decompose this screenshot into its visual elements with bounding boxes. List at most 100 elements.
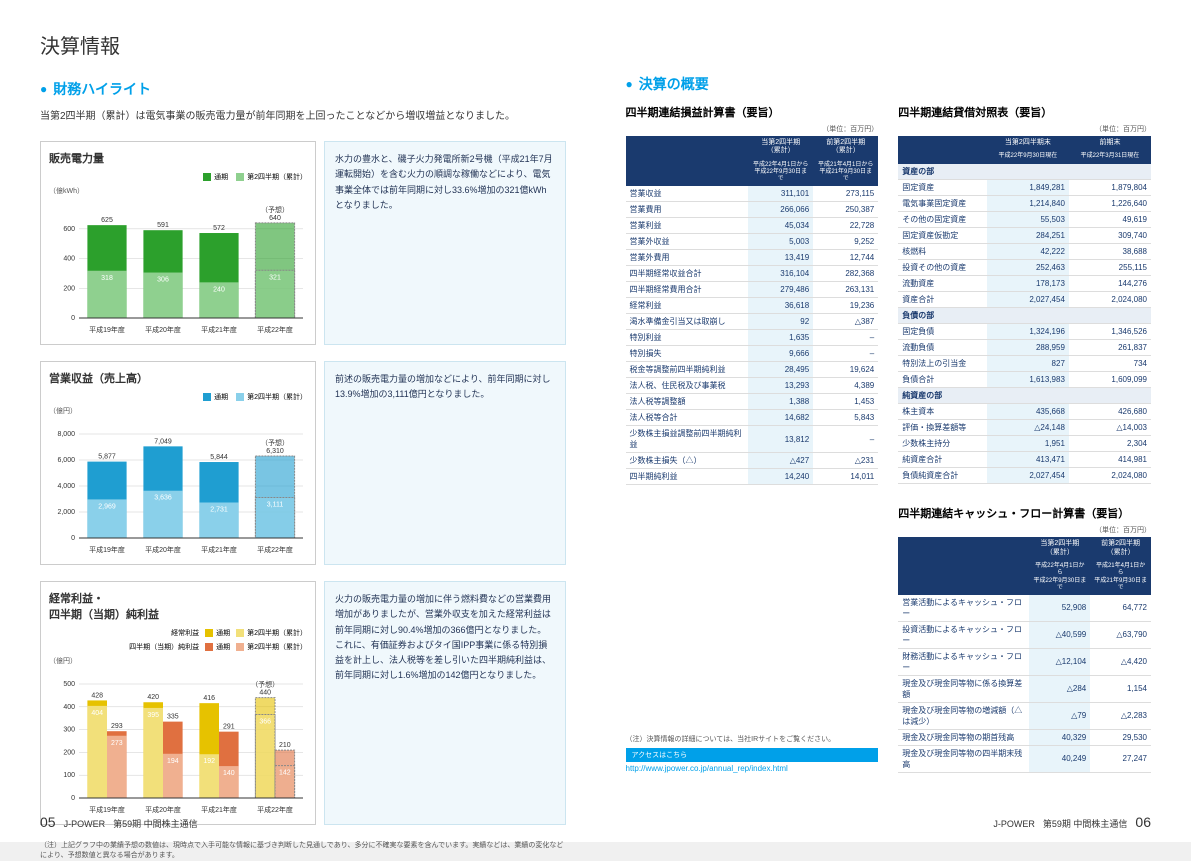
table-row: 法人税、住民税及び事業税13,2934,389 (626, 378, 879, 394)
svg-text:500: 500 (63, 681, 75, 688)
svg-text:平成19年度: 平成19年度 (89, 545, 125, 554)
bs-col: 四半期連結貸借対照表（要旨） （単位：百万円） 当第2四半期末前期末 平成22年… (898, 104, 1151, 485)
table-row: 負債純資産合計2,027,4542,024,080 (898, 467, 1151, 483)
svg-text:7,049: 7,049 (154, 438, 172, 445)
svg-text:321: 321 (269, 274, 281, 281)
table-row: 営業外収益5,0039,252 (626, 234, 879, 250)
cf-note: （注）決算情報の詳細については、当社IRサイトをご覧ください。 (626, 734, 879, 744)
svg-text:140: 140 (223, 770, 235, 777)
svg-text:625: 625 (101, 217, 113, 224)
svg-text:0: 0 (71, 535, 75, 542)
svg-text:0: 0 (71, 315, 75, 322)
page-left: 決算情報 財務ハイライト 当第2四半期（累計）は電気事業の販売電力量が前年同期を… (0, 0, 596, 842)
page-right: 決算の概要 四半期連結損益計算書（要旨） （単位：百万円） 当第2四半期（累計）… (596, 0, 1191, 842)
table-row: 特別利益1,635– (626, 330, 879, 346)
table-row: 投資活動によるキャッシュ・フロー△40,599△63,790 (898, 621, 1151, 648)
svg-text:600: 600 (63, 226, 75, 233)
svg-text:3,636: 3,636 (154, 495, 172, 502)
svg-text:210: 210 (279, 742, 291, 749)
cf-table: 当第2四半期（累計）前第2四半期（累計） 平成22年4月1日から平成22年9月3… (898, 537, 1151, 773)
table-row: 四半期経常費用合計279,486263,131 (626, 282, 879, 298)
svg-text:2,000: 2,000 (57, 509, 75, 516)
svg-text:200: 200 (63, 285, 75, 292)
table-row: 固定負債1,324,1961,346,526 (898, 323, 1151, 339)
intro-text: 当第2四半期（累計）は電気事業の販売電力量が前年同期を上回ったことなどから増収増… (40, 109, 566, 125)
page-number-right: 06 (1135, 814, 1151, 830)
pl-col: 四半期連結損益計算書（要旨） （単位：百万円） 当第2四半期（累計）前第2四半期… (626, 104, 879, 485)
table-row: 渇水準備金引当又は取崩し92△387 (626, 314, 879, 330)
table-row: 核燃料42,22238,688 (898, 243, 1151, 259)
svg-text:平成21年度: 平成21年度 (201, 545, 237, 554)
pl-table: 当第2四半期（累計）前第2四半期（累計） 平成22年4月1日から平成22年9月3… (626, 136, 879, 485)
chart-desc: 水力の豊水と、磯子火力発電所新2号機（平成21年7月運転開始）を含む火力の順調な… (324, 141, 566, 345)
page-number-left: 05 (40, 814, 56, 830)
svg-text:（予想）: （予想） (261, 438, 289, 447)
chart-box: 営業収益（売上高） 通期第2四半期（累計） （億円） 02,0004,0006,… (40, 361, 316, 565)
svg-text:平成19年度: 平成19年度 (89, 325, 125, 334)
access-button[interactable]: アクセスはこちら (626, 748, 879, 762)
svg-text:100: 100 (63, 772, 75, 779)
chart2-block: 営業収益（売上高） 通期第2四半期（累計） （億円） 02,0004,0006,… (40, 361, 566, 565)
section-heading-right: 決算の概要 (626, 74, 1152, 94)
pl-unit: （単位：百万円） (626, 124, 879, 134)
legend-item: 通期 (203, 392, 228, 402)
table-row: 現金及び現金同等物の増減額（△は減少）△79△2,283 (898, 702, 1151, 729)
svg-text:8,000: 8,000 (57, 431, 75, 438)
chart-title: 販売電力量 (49, 150, 307, 166)
svg-text:306: 306 (157, 277, 169, 284)
spread: 決算情報 財務ハイライト 当第2四半期（累計）は電気事業の販売電力量が前年同期を… (0, 0, 1191, 842)
table-row: 現金及び現金同等物の期首残高40,32929,530 (898, 729, 1151, 745)
table-row: 四半期経常収益合計316,104282,368 (626, 266, 879, 282)
table-row: 営業利益45,03422,728 (626, 218, 879, 234)
table-row: 財務活動によるキャッシュ・フロー△12,104△4,420 (898, 648, 1151, 675)
cf-title: 四半期連結キャッシュ・フロー計算書（要旨） (898, 505, 1151, 521)
svg-text:（予想）: （予想） (251, 680, 279, 689)
table-row: 評価・換算差額等△24,148△14,003 (898, 419, 1151, 435)
footer-text: 第59期 中間株主通信 (113, 817, 198, 830)
bs-unit: （単位：百万円） (898, 124, 1151, 134)
svg-text:572: 572 (213, 225, 225, 232)
table-row: 税金等調整前四半期純利益28,49519,624 (626, 362, 879, 378)
table-row: 特別法上の引当金827734 (898, 355, 1151, 371)
chart-title: 営業収益（売上高） (49, 370, 307, 386)
chart-footnote: （注）上記グラフ中の業績予想の数値は、現時点で入手可能な情報に基づき判断した見通… (40, 841, 566, 861)
table-row: 営業外費用13,41912,744 (626, 250, 879, 266)
table-row: その他の固定資産55,50349,619 (898, 211, 1151, 227)
cf-row: （注）決算情報の詳細については、当社IRサイトをご覧ください。 アクセスはこちら… (626, 505, 1152, 773)
svg-text:5,844: 5,844 (210, 454, 228, 461)
table-row: 四半期純利益14,24014,011 (626, 469, 879, 485)
chart-svg: 02,0004,0006,0008,0005,8772,9697,0493,63… (49, 416, 309, 556)
svg-text:平成19年度: 平成19年度 (89, 805, 125, 814)
svg-text:平成20年度: 平成20年度 (145, 325, 181, 334)
table-row: 少数株主損益調整前四半期純利益13,812– (626, 426, 879, 453)
svg-text:400: 400 (63, 704, 75, 711)
table-row: 少数株主持分1,9512,304 (898, 435, 1151, 451)
svg-text:2,731: 2,731 (210, 506, 228, 513)
table-row: 投資その他の資産252,463255,115 (898, 259, 1151, 275)
table-row: 流動負債288,959261,837 (898, 339, 1151, 355)
pl-bs-row: 四半期連結損益計算書（要旨） （単位：百万円） 当第2四半期（累計）前第2四半期… (626, 104, 1152, 485)
legend: 経常利益通期第2四半期（累計）四半期（当期）純利益通期第2四半期（累計） (49, 628, 307, 652)
bs-table: 当第2四半期末前期末 平成22年9月30日現在平成22年3月31日現在資産の部固… (898, 136, 1151, 484)
table-row: 純資産合計413,471414,981 (898, 451, 1151, 467)
ir-url-link[interactable]: http://www.jpower.co.jp/annual_rep/index… (626, 764, 879, 773)
footer-right: J-POWER 第59期 中間株主通信 06 (993, 814, 1151, 830)
svg-text:（予想）: （予想） (261, 205, 289, 214)
svg-text:2,969: 2,969 (98, 503, 116, 510)
table-row: 現金及び現金同等物に係る換算差額△2841,154 (898, 675, 1151, 702)
table-row: 固定資産仮勘定284,251309,740 (898, 227, 1151, 243)
bs-title: 四半期連結貸借対照表（要旨） (898, 104, 1151, 120)
table-row: 現金及び現金同等物の四半期末残高40,24927,247 (898, 745, 1151, 772)
chart1-block: 販売電力量 通期第2四半期（累計） （億kWh） 020040060062531… (40, 141, 566, 345)
chart-desc: 前述の販売電力量の増加などにより、前年同期に対し13.9%増加の3,111億円と… (324, 361, 566, 565)
svg-text:318: 318 (101, 275, 113, 282)
table-row: 固定資産1,849,2811,879,804 (898, 179, 1151, 195)
svg-text:293: 293 (111, 723, 123, 730)
table-row: 流動資産178,173144,276 (898, 275, 1151, 291)
chart-box: 経常利益・四半期（当期）純利益 経常利益通期第2四半期（累計）四半期（当期）純利… (40, 581, 316, 825)
svg-text:142: 142 (279, 770, 291, 777)
svg-text:192: 192 (203, 758, 215, 765)
svg-text:194: 194 (167, 758, 179, 765)
table-row: 株主資本435,668426,680 (898, 403, 1151, 419)
cf-unit: （単位：百万円） (898, 525, 1151, 535)
